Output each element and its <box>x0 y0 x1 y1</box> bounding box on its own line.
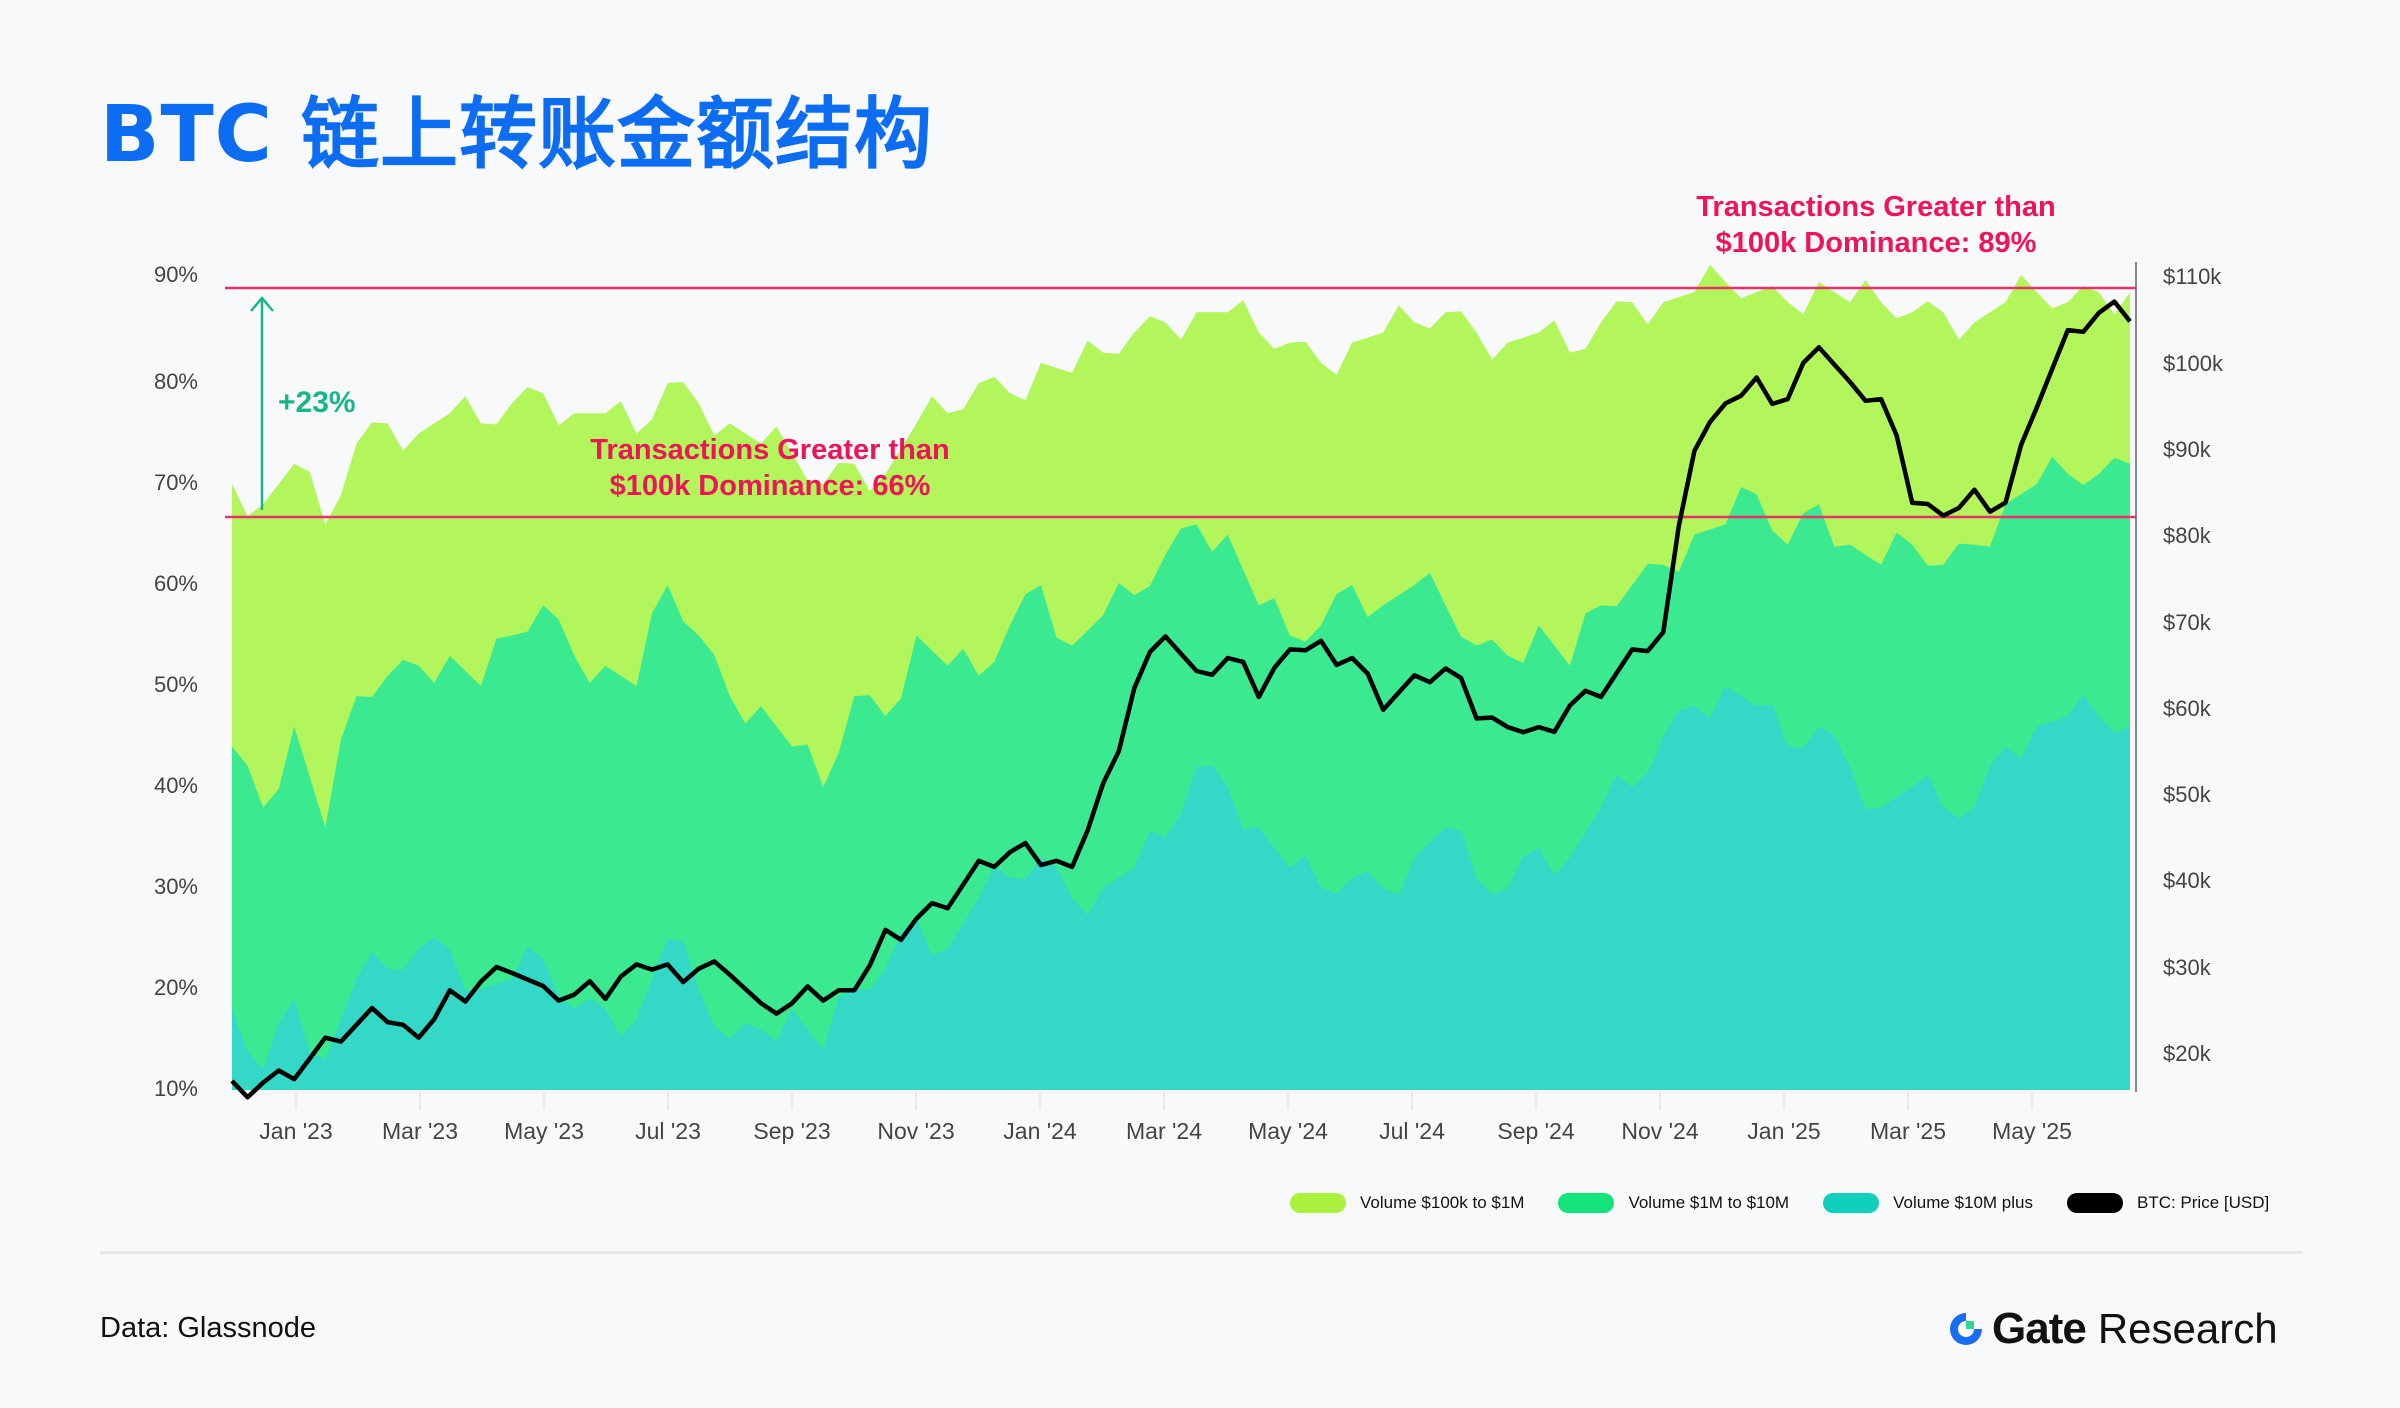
gate-logo-icon <box>1950 1313 1984 1345</box>
x-tick: Nov '23 <box>877 1118 955 1144</box>
y-tick-left: 40% <box>153 773 198 798</box>
x-tick: Mar '23 <box>382 1118 458 1144</box>
x-tick: Nov '24 <box>1621 1118 1699 1144</box>
annotation-89: Transactions Greater than $100k Dominanc… <box>1696 189 2055 261</box>
x-tick: May '25 <box>1992 1118 2072 1144</box>
y-tick-left: 20% <box>153 975 198 1000</box>
legend-item-btc-price[interactable]: BTC: Price [USD] <box>2066 1193 2270 1213</box>
legend-item-10m-plus[interactable]: Volume $10M plus <box>1823 1193 2033 1213</box>
x-tick: Jan '23 <box>259 1118 333 1144</box>
y-tick-right: $80k <box>2163 523 2211 549</box>
x-tick: Jul '23 <box>635 1118 701 1144</box>
y-tick-left: 60% <box>153 571 198 596</box>
growth-label: +23% <box>278 386 356 419</box>
legend-label: Volume $10M plus <box>1893 1193 2033 1212</box>
legend-label: Volume $1M to $10M <box>1628 1193 1790 1212</box>
brand-research: Research <box>2097 1305 2278 1352</box>
data-source: Data: Glassnode <box>100 1312 317 1344</box>
annotation-89-line1: Transactions Greater than <box>1696 191 2056 223</box>
legend-label: BTC: Price [USD] <box>2136 1193 2270 1212</box>
annotation-66-line1: Transactions Greater than <box>590 434 950 466</box>
y-tick-right: $90k <box>2163 436 2211 462</box>
legend-item-100k-1m[interactable]: Volume $100k to $1M <box>1290 1193 1524 1213</box>
legend-swatch-btc-price <box>2066 1193 2123 1213</box>
x-tick: Sep '23 <box>753 1118 831 1144</box>
y-tick-left: 10% <box>153 1076 198 1101</box>
y-tick-left: 80% <box>153 369 198 394</box>
y-tick-right: $50k <box>2163 782 2211 808</box>
x-tick: May '24 <box>1248 1118 1328 1144</box>
growth-arrow <box>250 296 274 510</box>
area-series-group <box>232 264 2130 1090</box>
x-tick: Jan '25 <box>1747 1118 1821 1144</box>
x-tick: Jul '24 <box>1379 1118 1445 1144</box>
brand-logo: Gate Research <box>1946 1304 2278 1354</box>
legend-swatch-1m-10m <box>1558 1193 1615 1213</box>
chart-legend: Volume $100k to $1M Volume $1M to $10M V… <box>1290 1193 2303 1213</box>
y-tick-right: $60k <box>2163 695 2211 721</box>
y-tick-left: 50% <box>153 672 198 697</box>
x-tick: Mar '24 <box>1126 1118 1202 1144</box>
legend-item-1m-10m[interactable]: Volume $1M to $10M <box>1558 1193 1789 1213</box>
y-tick-left: 70% <box>153 470 198 495</box>
x-tick: Sep '24 <box>1497 1118 1575 1144</box>
annotation-66: Transactions Greater than $100k Dominanc… <box>590 432 949 504</box>
x-tick: Jan '24 <box>1003 1118 1077 1144</box>
page-title: BTC 链上转账金额结构 <box>100 90 934 180</box>
annotation-66-line2: $100k Dominance: 66% <box>609 470 931 502</box>
area-10m-plus <box>232 686 2130 1090</box>
y-tick-right: $20k <box>2163 1041 2211 1066</box>
legend-label: Volume $100k to $1M <box>1360 1193 1525 1212</box>
x-tick: May '23 <box>504 1118 584 1144</box>
x-tick-marks <box>295 1092 2033 1110</box>
y-tick-right: $30k <box>2163 954 2211 980</box>
y-tick-right: $100k <box>2163 350 2223 376</box>
y-tick-right: $40k <box>2163 868 2211 894</box>
brand-gate: Gate <box>1992 1304 2087 1353</box>
btc-price-line <box>230 299 2132 1100</box>
y-tick-left: 30% <box>153 874 198 899</box>
footer-divider <box>100 1251 2302 1254</box>
legend-swatch-10m-plus <box>1823 1193 1880 1213</box>
legend-swatch-100k-1m <box>1290 1193 1346 1213</box>
x-tick: Mar '25 <box>1870 1118 1946 1144</box>
y-tick-right: $70k <box>2163 609 2211 635</box>
y-tick-right: $110k <box>2163 264 2222 290</box>
y-tick-left: 90% <box>153 262 198 287</box>
annotation-89-line2: $100k Dominance: 89% <box>1715 227 2037 259</box>
